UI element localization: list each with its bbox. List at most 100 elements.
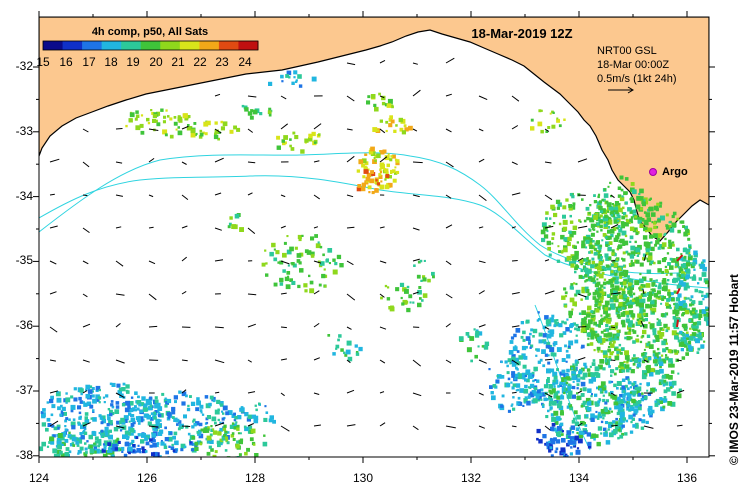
- sst-pixel: [283, 241, 287, 245]
- sst-pixel: [71, 436, 77, 442]
- colorbar-tick-18: 18: [104, 55, 118, 69]
- sst-pixel: [539, 358, 543, 362]
- sst-pixel: [598, 200, 603, 204]
- sst-pixel: [639, 307, 645, 312]
- sst-pixel: [583, 237, 588, 242]
- sst-pixel: [511, 371, 516, 376]
- current-vector: [49, 390, 59, 394]
- sst-pixel: [569, 406, 574, 411]
- sst-pixel: [406, 285, 410, 289]
- strong-current-vector: [676, 287, 681, 295]
- sst-pixel: [286, 249, 292, 255]
- colorbar-tick-24: 24: [238, 55, 252, 69]
- sst-pixel: [146, 402, 150, 406]
- sst-pixel: [688, 346, 693, 351]
- argo-marker-icon[interactable]: [649, 168, 657, 176]
- sst-pixel: [80, 435, 85, 440]
- sst-pixel: [653, 205, 659, 211]
- current-vector: [544, 161, 552, 164]
- current-vector: [214, 227, 222, 231]
- sst-pixel: [116, 437, 119, 440]
- sst-pixel: [605, 362, 608, 365]
- sst-pixel: [196, 402, 200, 406]
- sst-pixel: [365, 176, 371, 182]
- sst-pixel: [682, 248, 687, 253]
- sst-pixel: [521, 345, 527, 351]
- sst-pixel: [163, 443, 167, 446]
- sst-pixel: [665, 354, 668, 357]
- sst-pixel: [625, 269, 629, 274]
- sst-pixel: [611, 252, 615, 256]
- current-vector: [511, 226, 516, 229]
- sst-pixel: [665, 273, 668, 276]
- sst-pixel: [157, 406, 163, 411]
- sst-pixel: [518, 401, 523, 406]
- current-vector: [214, 157, 224, 163]
- sst-pixel: [507, 409, 511, 413]
- sst-pixel: [193, 423, 197, 427]
- sst-pixel: [655, 334, 660, 339]
- sst-pixel: [378, 173, 382, 177]
- sst-pixel: [593, 247, 597, 251]
- sst-pixel: [575, 334, 578, 337]
- sst-pixel: [625, 419, 629, 423]
- sst-pixel: [618, 343, 622, 347]
- sst-pixel: [481, 345, 485, 348]
- sst-pixel: [707, 284, 709, 288]
- sst-pixel: [668, 225, 672, 228]
- sst-pixel: [585, 206, 590, 211]
- sst-pixel: [598, 273, 604, 279]
- sst-pixel: [193, 122, 197, 125]
- sst-pixel: [616, 411, 620, 416]
- sst-pixel: [535, 394, 540, 399]
- sst-pixel: [231, 422, 235, 425]
- sst-pixel: [676, 273, 681, 277]
- sst-pixel: [646, 359, 650, 363]
- current-vector: [379, 59, 386, 64]
- sst-pixel: [56, 426, 60, 430]
- sst-pixel: [198, 429, 202, 434]
- sst-pixel: [644, 230, 648, 233]
- sst-pixel: [600, 256, 603, 259]
- sst-pixel: [501, 394, 505, 398]
- sst-pixel: [588, 251, 591, 254]
- sst-pixel: [141, 446, 145, 450]
- sst-pixel: [655, 208, 659, 212]
- sst-pixel: [635, 338, 640, 343]
- sst-pixel: [186, 126, 191, 131]
- sst-pixel: [56, 424, 61, 429]
- sst-pixel: [571, 394, 576, 399]
- sst-pixel: [608, 325, 613, 330]
- sst-pixel: [602, 319, 606, 323]
- sst-pixel: [363, 166, 368, 171]
- sst-pixel: [652, 328, 657, 333]
- argo-float[interactable]: Argo: [649, 166, 688, 178]
- sst-pixel: [653, 233, 658, 238]
- sst-pixel: [622, 251, 626, 255]
- sst-pixel: [128, 443, 131, 447]
- sst-pixel: [92, 417, 97, 422]
- sst-pixel: [122, 434, 127, 439]
- sst-pixel: [667, 279, 670, 282]
- sst-pixel: [618, 369, 623, 373]
- sst-pixel: [652, 291, 655, 294]
- sst-pixel: [317, 260, 321, 264]
- sst-pixel: [219, 401, 224, 406]
- sst-pixel: [142, 407, 148, 412]
- sst-pixel: [693, 274, 696, 278]
- sst-pixel: [158, 455, 162, 457]
- sst-pixel: [541, 392, 546, 397]
- sst-pixel: [150, 412, 154, 416]
- sst-pixel: [559, 383, 563, 387]
- sst-pixel: [332, 258, 336, 262]
- sst-pixel: [690, 311, 695, 316]
- sst-pixel: [392, 178, 397, 183]
- sst-pixel: [668, 375, 673, 380]
- sst-pixel: [709, 289, 712, 292]
- sst-pixel: [678, 305, 683, 310]
- sst-pixel: [656, 290, 661, 295]
- sst-pixel: [602, 281, 607, 286]
- sst-pixel: [107, 408, 111, 411]
- sst-pixel: [700, 290, 704, 294]
- sst-pixel: [616, 332, 620, 337]
